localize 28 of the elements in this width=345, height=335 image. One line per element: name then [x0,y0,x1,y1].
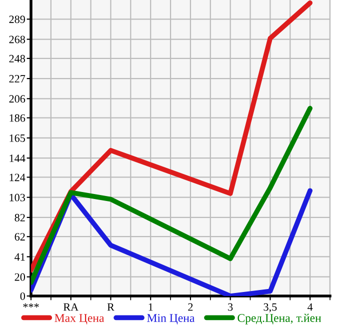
x-tick-label: 2 [188,303,193,311]
legend-label: Сред.Цена, т.йен [238,314,322,324]
line-series [31,0,312,273]
y-tick-label: 248 [9,54,26,62]
y-tick-label: 165 [10,134,26,142]
y-tick-label: 124 [10,174,26,182]
y-tick-label: 268 [9,36,26,44]
y-tick-label: 20 [14,273,26,281]
y-tick-label: 82 [14,214,25,222]
y-tick-label: 0 [20,292,26,300]
y-tick-label: 41 [14,253,25,261]
x-tick-label: 3 [228,303,233,311]
y-tick-label: 227 [9,75,26,82]
y-tick-label: 62 [14,233,25,241]
legend-label: Max Цена [54,314,104,324]
x-tick-label: 4 [308,303,313,311]
y-tick-label: 186 [10,114,26,122]
y-tick-label: 144 [10,154,26,162]
legend-label: Min Цена [147,314,195,324]
x-tick-label: R [107,303,114,311]
y-tick-label: 103 [10,194,26,202]
x-tick-label: *** [23,303,39,308]
x-tick-label: 1 [148,303,153,311]
y-tick-label: 206 [9,95,26,103]
y-tick-label: 289 [9,16,25,24]
line-series [31,106,312,286]
x-tick-label: RA [63,303,79,311]
x-tick-label: 3,5 [264,303,277,312]
